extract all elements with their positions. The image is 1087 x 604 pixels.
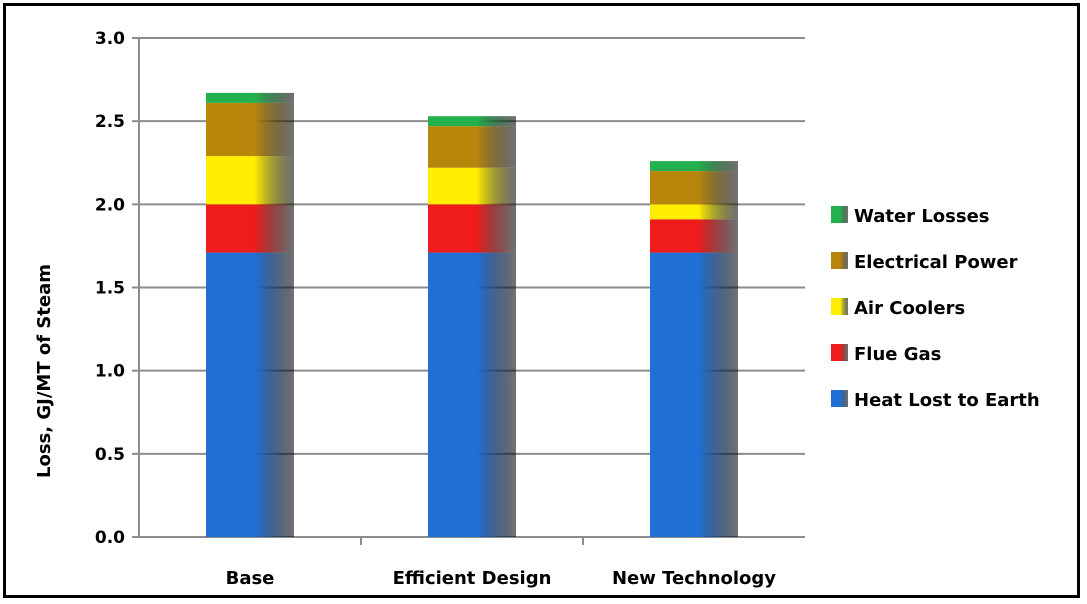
bar-segment	[206, 204, 294, 253]
chart-frame	[3, 3, 1080, 598]
legend: Water Losses Electrical Power Air Coolers F…	[831, 206, 1040, 411]
legend-label: Air Coolers	[854, 298, 965, 319]
bar-segment	[650, 219, 738, 253]
bar-segment	[428, 204, 516, 253]
bar-segment	[650, 161, 738, 172]
bar-segment	[206, 252, 294, 537]
legend-swatch	[831, 344, 848, 361]
bars	[206, 92, 738, 537]
bar-segment	[206, 92, 294, 103]
legend-label: Water Losses	[854, 206, 990, 227]
legend-swatch	[831, 252, 848, 269]
legend-label: Heat Lost to Earth	[854, 390, 1040, 411]
x-tick-label: New Technology	[612, 568, 776, 589]
y-axis-title: Loss, GJ/MT of Steam	[34, 264, 55, 478]
bar-segment	[206, 156, 294, 205]
legend-label: Flue Gas	[854, 344, 941, 365]
y-tick-label: 0.0	[95, 528, 125, 548]
x-tick-label: Base	[226, 568, 275, 589]
x-tick-label: Efficient Design	[393, 568, 552, 589]
y-tick-label: 1.5	[95, 279, 125, 299]
bar-segment	[650, 252, 738, 537]
y-tick-label: 0.5	[95, 445, 125, 465]
bar-segment	[650, 204, 738, 220]
legend-swatch	[831, 298, 848, 315]
legend-label: Electrical Power	[854, 252, 1018, 273]
legend-swatch	[831, 390, 848, 407]
bar-segment	[428, 252, 516, 537]
y-tick-label: 1.0	[95, 362, 125, 382]
legend-swatch	[831, 206, 848, 223]
y-tick-label: 2.0	[95, 195, 125, 215]
bar-segment	[428, 116, 516, 127]
y-tick-label: 3.0	[95, 29, 125, 49]
bar-segment	[428, 167, 516, 205]
bar-segment	[428, 126, 516, 168]
bar-segment	[650, 171, 738, 205]
y-tick-label: 2.5	[95, 112, 125, 132]
bar-segment	[206, 102, 294, 157]
